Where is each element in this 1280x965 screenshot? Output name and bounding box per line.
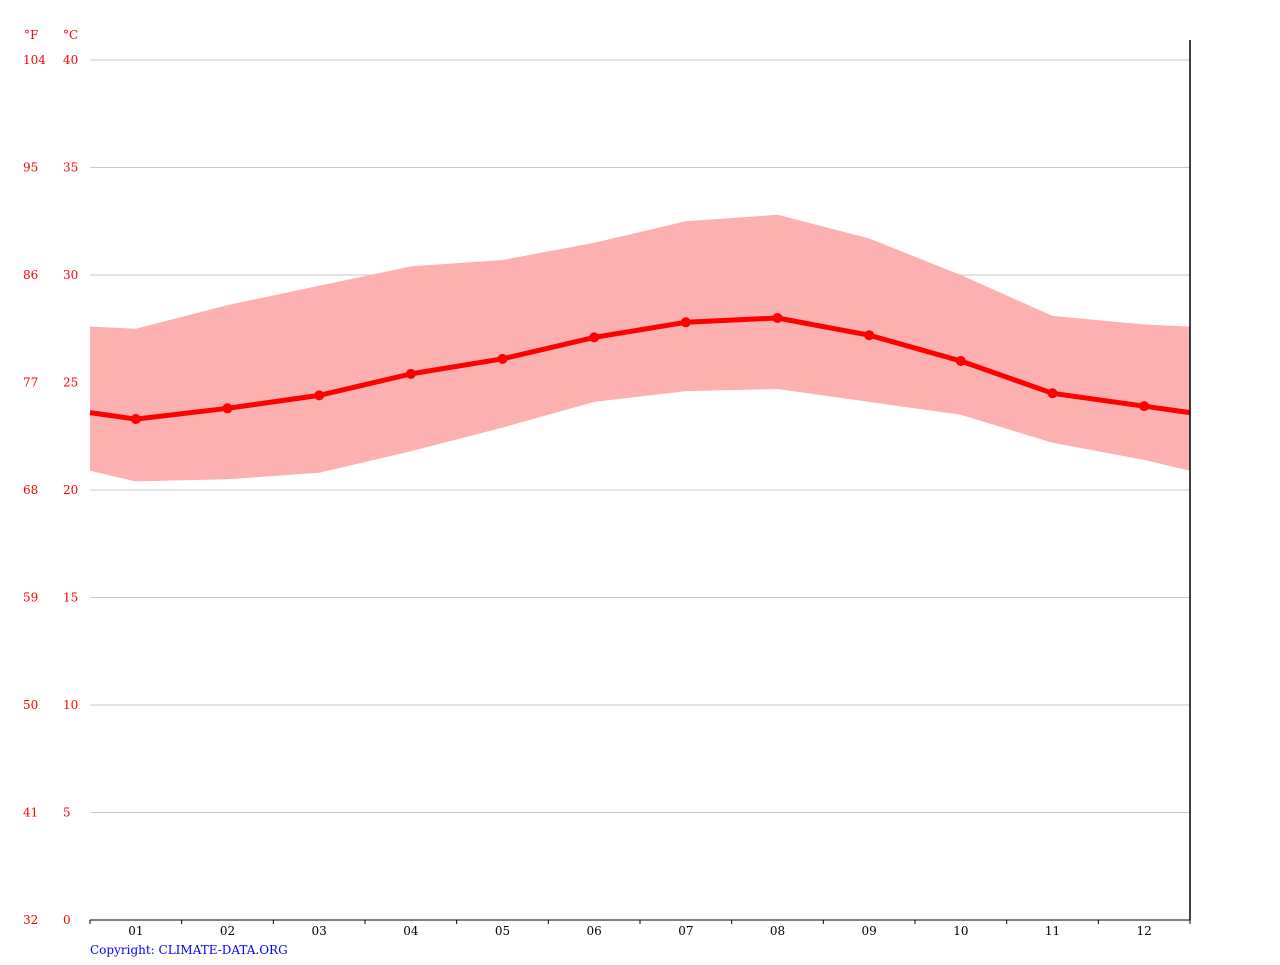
mean-point-05 <box>497 353 508 364</box>
y-tick-celsius-15: 15 <box>63 591 78 605</box>
y-tick-fahrenheit-104: 104 <box>23 53 46 67</box>
y-tick-fahrenheit-59: 59 <box>23 591 38 605</box>
mean-point-06 <box>589 332 600 343</box>
x-tick-label-12: 12 <box>1137 924 1152 938</box>
x-tick-label-11: 11 <box>1045 924 1060 938</box>
y-tick-celsius-40: 40 <box>63 53 78 67</box>
mean-point-12 <box>1139 401 1150 412</box>
y-tick-fahrenheit-41: 41 <box>23 806 38 820</box>
min-max-range-band <box>90 214 1190 482</box>
label-layer: °F °C Copyright: CLIMATE-DATA.ORG 40 104 3… <box>23 28 1152 957</box>
copyright-label: Copyright: CLIMATE-DATA.ORG <box>90 943 288 957</box>
x-tick-label-10: 10 <box>953 924 968 938</box>
x-tick-label-09: 09 <box>862 924 877 938</box>
mean-point-10 <box>955 356 966 366</box>
x-tick-label-01: 01 <box>128 924 143 938</box>
y-tick-celsius-35: 35 <box>63 161 78 175</box>
y-tick-fahrenheit-50: 50 <box>23 698 38 712</box>
y-tick-celsius-20: 20 <box>63 483 78 497</box>
unit-label-celsius: °C <box>63 28 78 42</box>
mean-point-01 <box>130 414 141 425</box>
x-tick-label-03: 03 <box>312 924 327 938</box>
mean-temperature-line <box>89 315 1191 422</box>
mean-point-09 <box>864 330 875 341</box>
y-tick-celsius-10: 10 <box>63 698 78 712</box>
x-tick-label-04: 04 <box>403 924 419 938</box>
y-tick-fahrenheit-77: 77 <box>23 376 38 390</box>
y-tick-fahrenheit-68: 68 <box>23 483 38 497</box>
unit-label-fahrenheit: °F <box>24 28 38 42</box>
y-tick-fahrenheit-86: 86 <box>23 268 38 282</box>
mean-point-07 <box>680 317 691 328</box>
y-tick-celsius-5: 5 <box>63 806 71 820</box>
x-tick-label-02: 02 <box>220 924 235 938</box>
x-tick-label-05: 05 <box>495 924 510 938</box>
y-tick-fahrenheit-95: 95 <box>23 161 38 175</box>
x-tick-label-08: 08 <box>770 924 785 938</box>
axis-layer <box>89 40 1191 924</box>
y-tick-celsius-0: 0 <box>63 913 71 927</box>
x-tick-label-07: 07 <box>678 924 693 938</box>
mean-point-04 <box>405 368 416 379</box>
mean-point-03 <box>314 390 325 401</box>
y-tick-celsius-25: 25 <box>63 376 78 390</box>
mean-point-08 <box>772 313 783 323</box>
y-tick-fahrenheit-32: 32 <box>23 913 38 927</box>
mean-point-02 <box>222 403 233 414</box>
mean-point-11 <box>1047 388 1058 399</box>
line-layer <box>89 313 1191 425</box>
x-tick-label-06: 06 <box>587 924 602 938</box>
band-layer <box>90 214 1190 482</box>
y-tick-celsius-30: 30 <box>63 268 78 282</box>
